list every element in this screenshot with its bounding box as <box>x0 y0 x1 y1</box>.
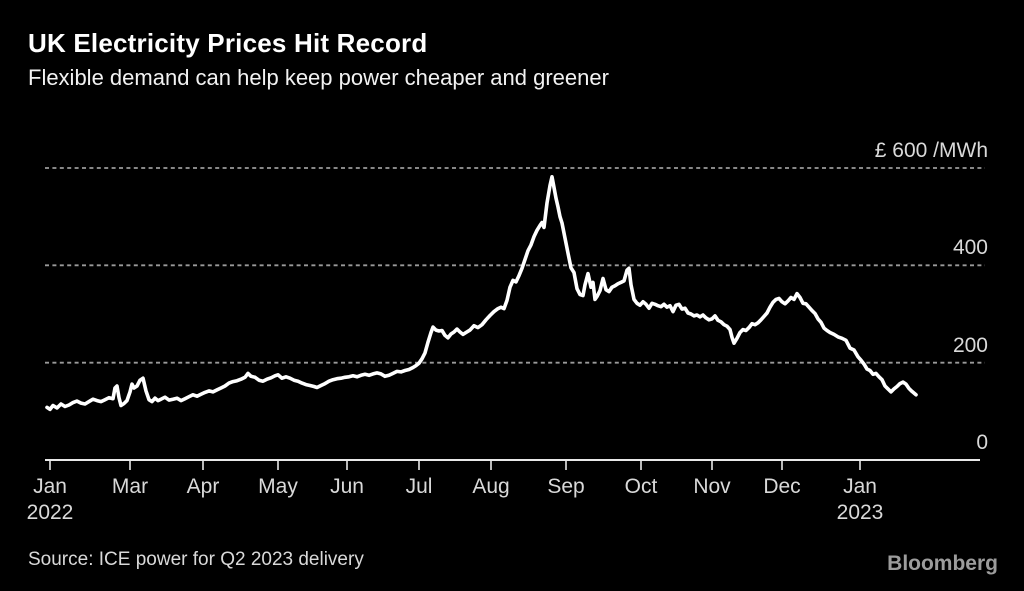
x-axis-label-oct: Oct <box>625 474 658 500</box>
month-label: Jul <box>405 475 433 498</box>
month-label: May <box>258 475 298 498</box>
year-label: 2022 <box>26 501 74 524</box>
x-axis-label-sep: Sep <box>547 474 584 500</box>
x-axis-ticks <box>49 461 861 470</box>
x-axis-label-dec: Dec <box>763 474 800 500</box>
month-label: Sep <box>547 475 585 498</box>
x-axis-label-may: May <box>258 474 298 500</box>
source-note: Source: ICE power for Q2 2023 delivery <box>28 549 364 570</box>
x-axis-label-jun: Jun <box>330 474 364 500</box>
x-axis-label-nov: Nov <box>693 474 730 500</box>
x-axis-label-jan-2023: Jan 2023 <box>837 474 884 526</box>
y-axis-label-0: 0 <box>976 431 988 454</box>
month-label: Dec <box>763 475 801 498</box>
month-label: Aug <box>472 475 510 498</box>
month-label: Jun <box>330 475 364 498</box>
y-axis-label-400: 400 <box>952 236 988 260</box>
year-label: 2023 <box>836 501 884 524</box>
x-axis-label-apr: Apr <box>187 474 220 500</box>
x-axis-label-mar: Mar <box>112 474 148 500</box>
month-label: Jan <box>33 475 67 498</box>
month-label: Oct <box>624 475 658 498</box>
gridlines <box>45 167 985 461</box>
month-label: Mar <box>111 475 149 498</box>
x-axis-label-aug: Aug <box>472 474 509 500</box>
x-axis-label-jan-2022: Jan 2022 <box>27 474 74 526</box>
month-label: Jan <box>843 475 877 498</box>
y-axis-label-200: 200 <box>952 333 988 357</box>
bloomberg-logo: Bloomberg <box>887 552 998 575</box>
month-label: Nov <box>693 475 731 498</box>
chart-title: UK Electricity Prices Hit Record <box>28 28 428 58</box>
price-series-line <box>45 175 918 412</box>
y-axis-label-600: £ 600 /MWh <box>874 139 988 162</box>
x-axis-label-jul: Jul <box>406 474 433 500</box>
chart-subtitle: Flexible demand can help keep power chea… <box>28 65 609 90</box>
month-label: Apr <box>186 475 220 498</box>
